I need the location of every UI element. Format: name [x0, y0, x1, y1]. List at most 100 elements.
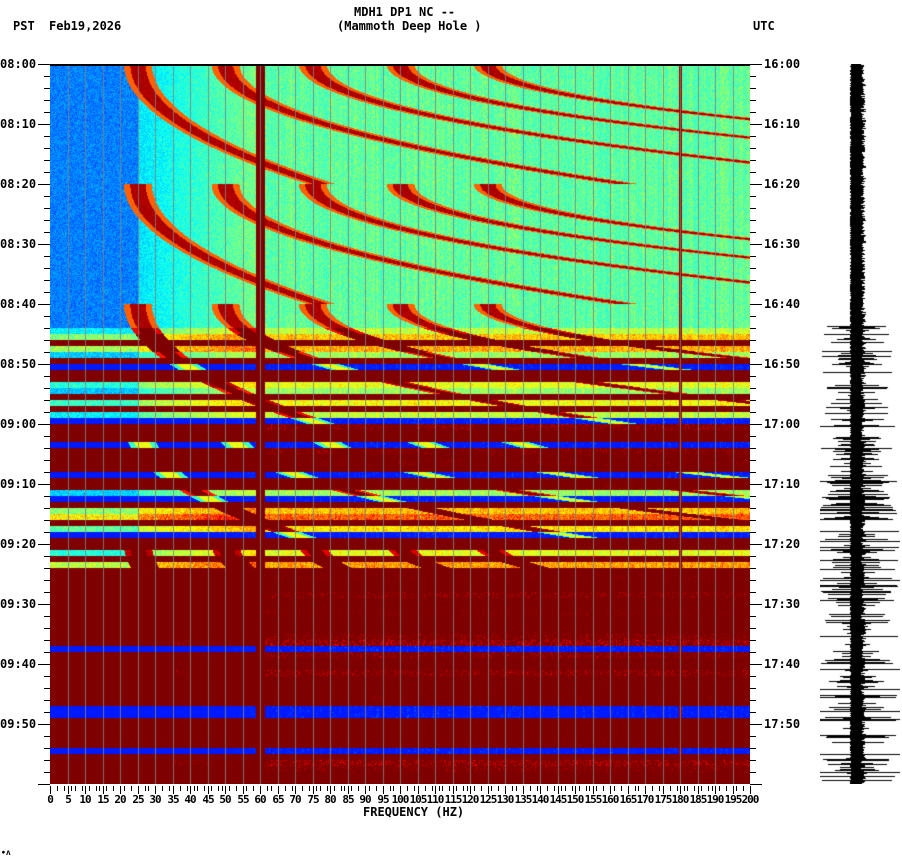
x-tick-label: 45: [202, 793, 214, 806]
x-tick: [246, 786, 247, 791]
x-tick: [491, 786, 492, 791]
x-tick-label: 75: [307, 793, 319, 806]
y-tick-left: [44, 496, 50, 497]
y-tick-left: [44, 172, 50, 173]
y-tick-left: [44, 196, 50, 197]
x-tick: [589, 786, 590, 791]
y-tick-right: [750, 148, 756, 149]
y-tick-right: [750, 676, 756, 677]
y-tick-right: [750, 88, 756, 89]
x-tick: [470, 786, 471, 794]
x-tick: [236, 786, 237, 791]
y-tick-right: [750, 700, 756, 701]
x-tick: [614, 786, 615, 791]
y-tick-right: [750, 460, 756, 461]
x-tick: [540, 786, 541, 794]
x-tick-label: 70: [289, 793, 301, 806]
x-tick: [358, 786, 359, 791]
x-tick: [635, 786, 636, 791]
y-tick-left: [38, 604, 50, 605]
y-tick-left: [38, 304, 50, 305]
x-tick: [85, 786, 86, 794]
x-tick: [694, 786, 695, 791]
x-tick-label: 115: [444, 793, 463, 806]
x-tick: [145, 786, 146, 791]
y-tick-right: [750, 736, 756, 737]
x-tick: [547, 786, 548, 791]
y-tick-right: [750, 268, 756, 269]
y-tick-left: [44, 592, 50, 593]
x-tick: [369, 786, 370, 791]
x-tick: [222, 786, 223, 791]
x-tick-label: 140: [531, 793, 550, 806]
x-tick-label: 165: [619, 793, 638, 806]
y-tick-right: [750, 412, 756, 413]
x-tick: [677, 786, 678, 791]
y-tick-right: [750, 484, 762, 485]
y-tick-label-right: 17:00: [764, 417, 801, 431]
y-tick-label-left: 08:30: [0, 237, 37, 251]
y-tick-right: [750, 520, 756, 521]
y-tick-left: [44, 652, 50, 653]
y-tick-right: [750, 100, 756, 101]
x-tick: [586, 786, 587, 791]
x-tick: [554, 786, 555, 791]
x-tick: [162, 786, 163, 791]
x-axis-title: FREQUENCY (HZ): [363, 805, 465, 819]
x-tick-label: 10: [79, 793, 91, 806]
y-tick-left: [44, 100, 50, 101]
x-tick: [260, 786, 261, 794]
y-tick-left: [44, 580, 50, 581]
x-tick: [743, 786, 744, 791]
y-tick-right: [750, 568, 756, 569]
x-tick: [708, 786, 709, 791]
y-tick-left: [44, 772, 50, 773]
y-tick-left: [44, 328, 50, 329]
x-tick: [467, 786, 468, 791]
x-tick: [393, 786, 394, 791]
x-tick: [456, 786, 457, 791]
x-tick: [344, 786, 345, 791]
x-tick: [659, 786, 660, 791]
y-tick-left: [38, 784, 50, 785]
left-timezone-label: PST: [13, 19, 35, 33]
y-tick-right: [750, 160, 756, 161]
x-tick-label: 190: [706, 793, 725, 806]
x-tick: [253, 786, 254, 791]
x-tick-label: 110: [426, 793, 445, 806]
y-tick-left: [44, 376, 50, 377]
y-tick-left: [44, 268, 50, 269]
x-tick: [498, 786, 499, 791]
y-tick-label-left: 09:30: [0, 597, 37, 611]
y-tick-left: [38, 484, 50, 485]
x-tick: [187, 786, 188, 791]
x-tick: [530, 786, 531, 791]
y-tick-left: [44, 700, 50, 701]
y-tick-right: [750, 388, 756, 389]
x-tick: [103, 786, 104, 794]
x-tick: [414, 786, 415, 791]
x-tick-label: 175: [654, 793, 673, 806]
x-tick-label: 55: [237, 793, 249, 806]
x-tick: [351, 786, 352, 791]
x-tick: [50, 786, 51, 794]
x-tick: [565, 786, 566, 791]
y-tick-left: [44, 568, 50, 569]
x-tick: [593, 786, 594, 794]
y-tick-right: [750, 172, 756, 173]
y-tick-label-right: 16:10: [764, 117, 801, 131]
x-tick: [390, 786, 391, 791]
y-tick-left: [44, 388, 50, 389]
y-tick-right: [750, 400, 756, 401]
y-tick-left: [44, 628, 50, 629]
x-tick: [698, 786, 699, 794]
x-tick: [442, 786, 443, 791]
x-tick: [474, 786, 475, 791]
x-tick: [148, 786, 149, 791]
x-tick-label: 65: [272, 793, 284, 806]
y-tick-right: [750, 208, 756, 209]
x-tick: [463, 786, 464, 791]
y-tick-left: [38, 124, 50, 125]
y-tick-label-right: 17:20: [764, 537, 801, 551]
x-tick: [726, 786, 727, 791]
